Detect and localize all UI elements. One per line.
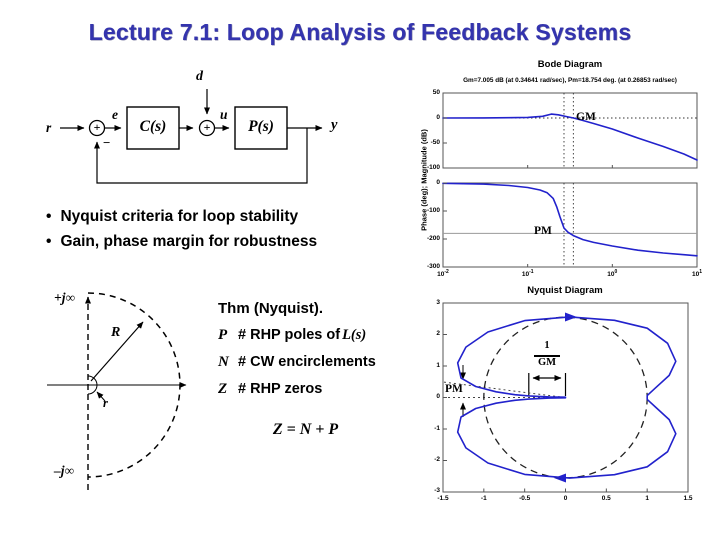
bullet-dot: • — [46, 233, 52, 250]
nyquist-xtick: 1 — [645, 495, 649, 502]
bode-xtick: 10-2 — [437, 269, 449, 279]
bullet-text: Gain, phase margin for robustness — [60, 233, 318, 250]
bd-controller-label: C(s) — [139, 118, 167, 135]
theorem-math: L(s) — [342, 327, 367, 343]
theorem-symbol: N — [218, 354, 229, 370]
theorem-line: Z # RHP zeros — [218, 380, 378, 398]
nyquist-xtick: -1.5 — [437, 495, 449, 502]
bode-xtick: 10-1 — [521, 269, 534, 279]
theorem-symbol: Z — [218, 381, 228, 397]
nyquist-pm-label: PM — [445, 383, 463, 395]
bode-magnitude-curve — [442, 113, 698, 161]
theorem-line: N # CW encirclements — [218, 353, 378, 371]
bode-phase-tick: -300 — [426, 263, 440, 270]
theorem-equation: Z = N + P — [272, 421, 339, 438]
list-item: • Nyquist criteria for loop stability — [46, 204, 317, 229]
contour-small-radius-label: r — [103, 396, 108, 410]
bode-phase-tick: -100 — [426, 207, 440, 214]
bd-sum2-plus-sign: + — [203, 120, 211, 134]
contour-minus-jinf-label: –j∞ — [54, 463, 75, 478]
theorem-text: # RHP poles of — [238, 327, 341, 343]
bode-phase-tick: -200 — [426, 235, 440, 242]
nyquist-gm-fraction-denominator: GM — [537, 357, 557, 368]
contour-plus-jinf-label: +j∞ — [54, 290, 76, 305]
nyquist-theorem: Thm (Nyquist). P # RHP poles of L(s) N #… — [218, 300, 378, 398]
theorem-line: P # RHP poles of L(s) — [218, 326, 378, 344]
nyquist-curve — [456, 316, 677, 479]
bullet-dot: • — [46, 208, 52, 225]
theorem-heading: Thm (Nyquist). — [218, 300, 323, 317]
nyquist-ytick: 2 — [436, 330, 440, 337]
bode-mag-tick: -100 — [426, 164, 440, 171]
nyquist-xtick: 0.5 — [601, 495, 611, 502]
bode-mag-tick: 0 — [436, 114, 440, 121]
bd-disturbance-label: d — [196, 69, 203, 84]
bode-pm-label: PM — [534, 225, 552, 237]
nyquist-gm-fraction-numerator: 1 — [544, 340, 550, 351]
bode-phase-curve — [442, 182, 698, 257]
bode-xtick: 100 — [607, 269, 618, 279]
bode-mag-tick: -50 — [430, 139, 440, 146]
nyquist-xtick: 1.5 — [683, 495, 693, 502]
bode-gm-label: GM — [576, 111, 596, 123]
bullet-text: Nyquist criteria for loop stability — [60, 208, 299, 225]
bode-mag-tick: 50 — [432, 89, 440, 96]
bode-phase-tick: 0 — [436, 179, 440, 186]
bd-feedback-minus-sign: − — [103, 135, 111, 150]
bode-title: Bode Diagram — [537, 59, 603, 70]
theorem-symbol: P — [218, 327, 228, 343]
bd-output-label: y — [331, 117, 338, 133]
page-title: Lecture 7.1: Loop Analysis of Feedback S… — [88, 19, 632, 45]
nyquist-xtick: -0.5 — [519, 495, 531, 502]
nyquist-ytick: -1 — [434, 425, 440, 432]
bode-subtitle: Gm=7.005 dB (at 0.34641 rad/sec), Pm=18.… — [463, 77, 677, 84]
nyquist-ytick: -3 — [434, 487, 440, 494]
nyquist-gm-fraction-bar — [534, 355, 560, 357]
nyquist-title: Nyquist Diagram — [527, 285, 603, 296]
block-diagram-lines — [60, 89, 323, 184]
bd-sum1-plus-sign: + — [93, 120, 101, 134]
nyquist-xtick: -1 — [480, 495, 487, 502]
bd-control-label: u — [220, 107, 228, 122]
bullet-list: • Nyquist criteria for loop stability • … — [46, 204, 317, 254]
theorem-text: # RHP zeros — [238, 381, 323, 397]
nyquist-xtick: 0 — [563, 495, 568, 502]
nyquist-ytick: 1 — [436, 362, 440, 369]
nyquist-contour-lines — [47, 292, 187, 490]
theorem-text: # CW encirclements — [238, 354, 376, 370]
nyquist-ytick: 3 — [436, 299, 440, 306]
list-item: • Gain, phase margin for robustness — [46, 229, 317, 254]
nyquist-ytick: 0 — [436, 393, 440, 400]
bode-frame — [442, 92, 698, 268]
contour-radius-label: R — [111, 325, 121, 340]
bode-xtick: 101 — [691, 269, 702, 279]
bd-plant-label: P(s) — [248, 118, 274, 135]
bd-error-label: e — [112, 107, 118, 122]
bd-input-label: r — [46, 120, 52, 135]
nyquist-ytick: -2 — [434, 456, 440, 463]
